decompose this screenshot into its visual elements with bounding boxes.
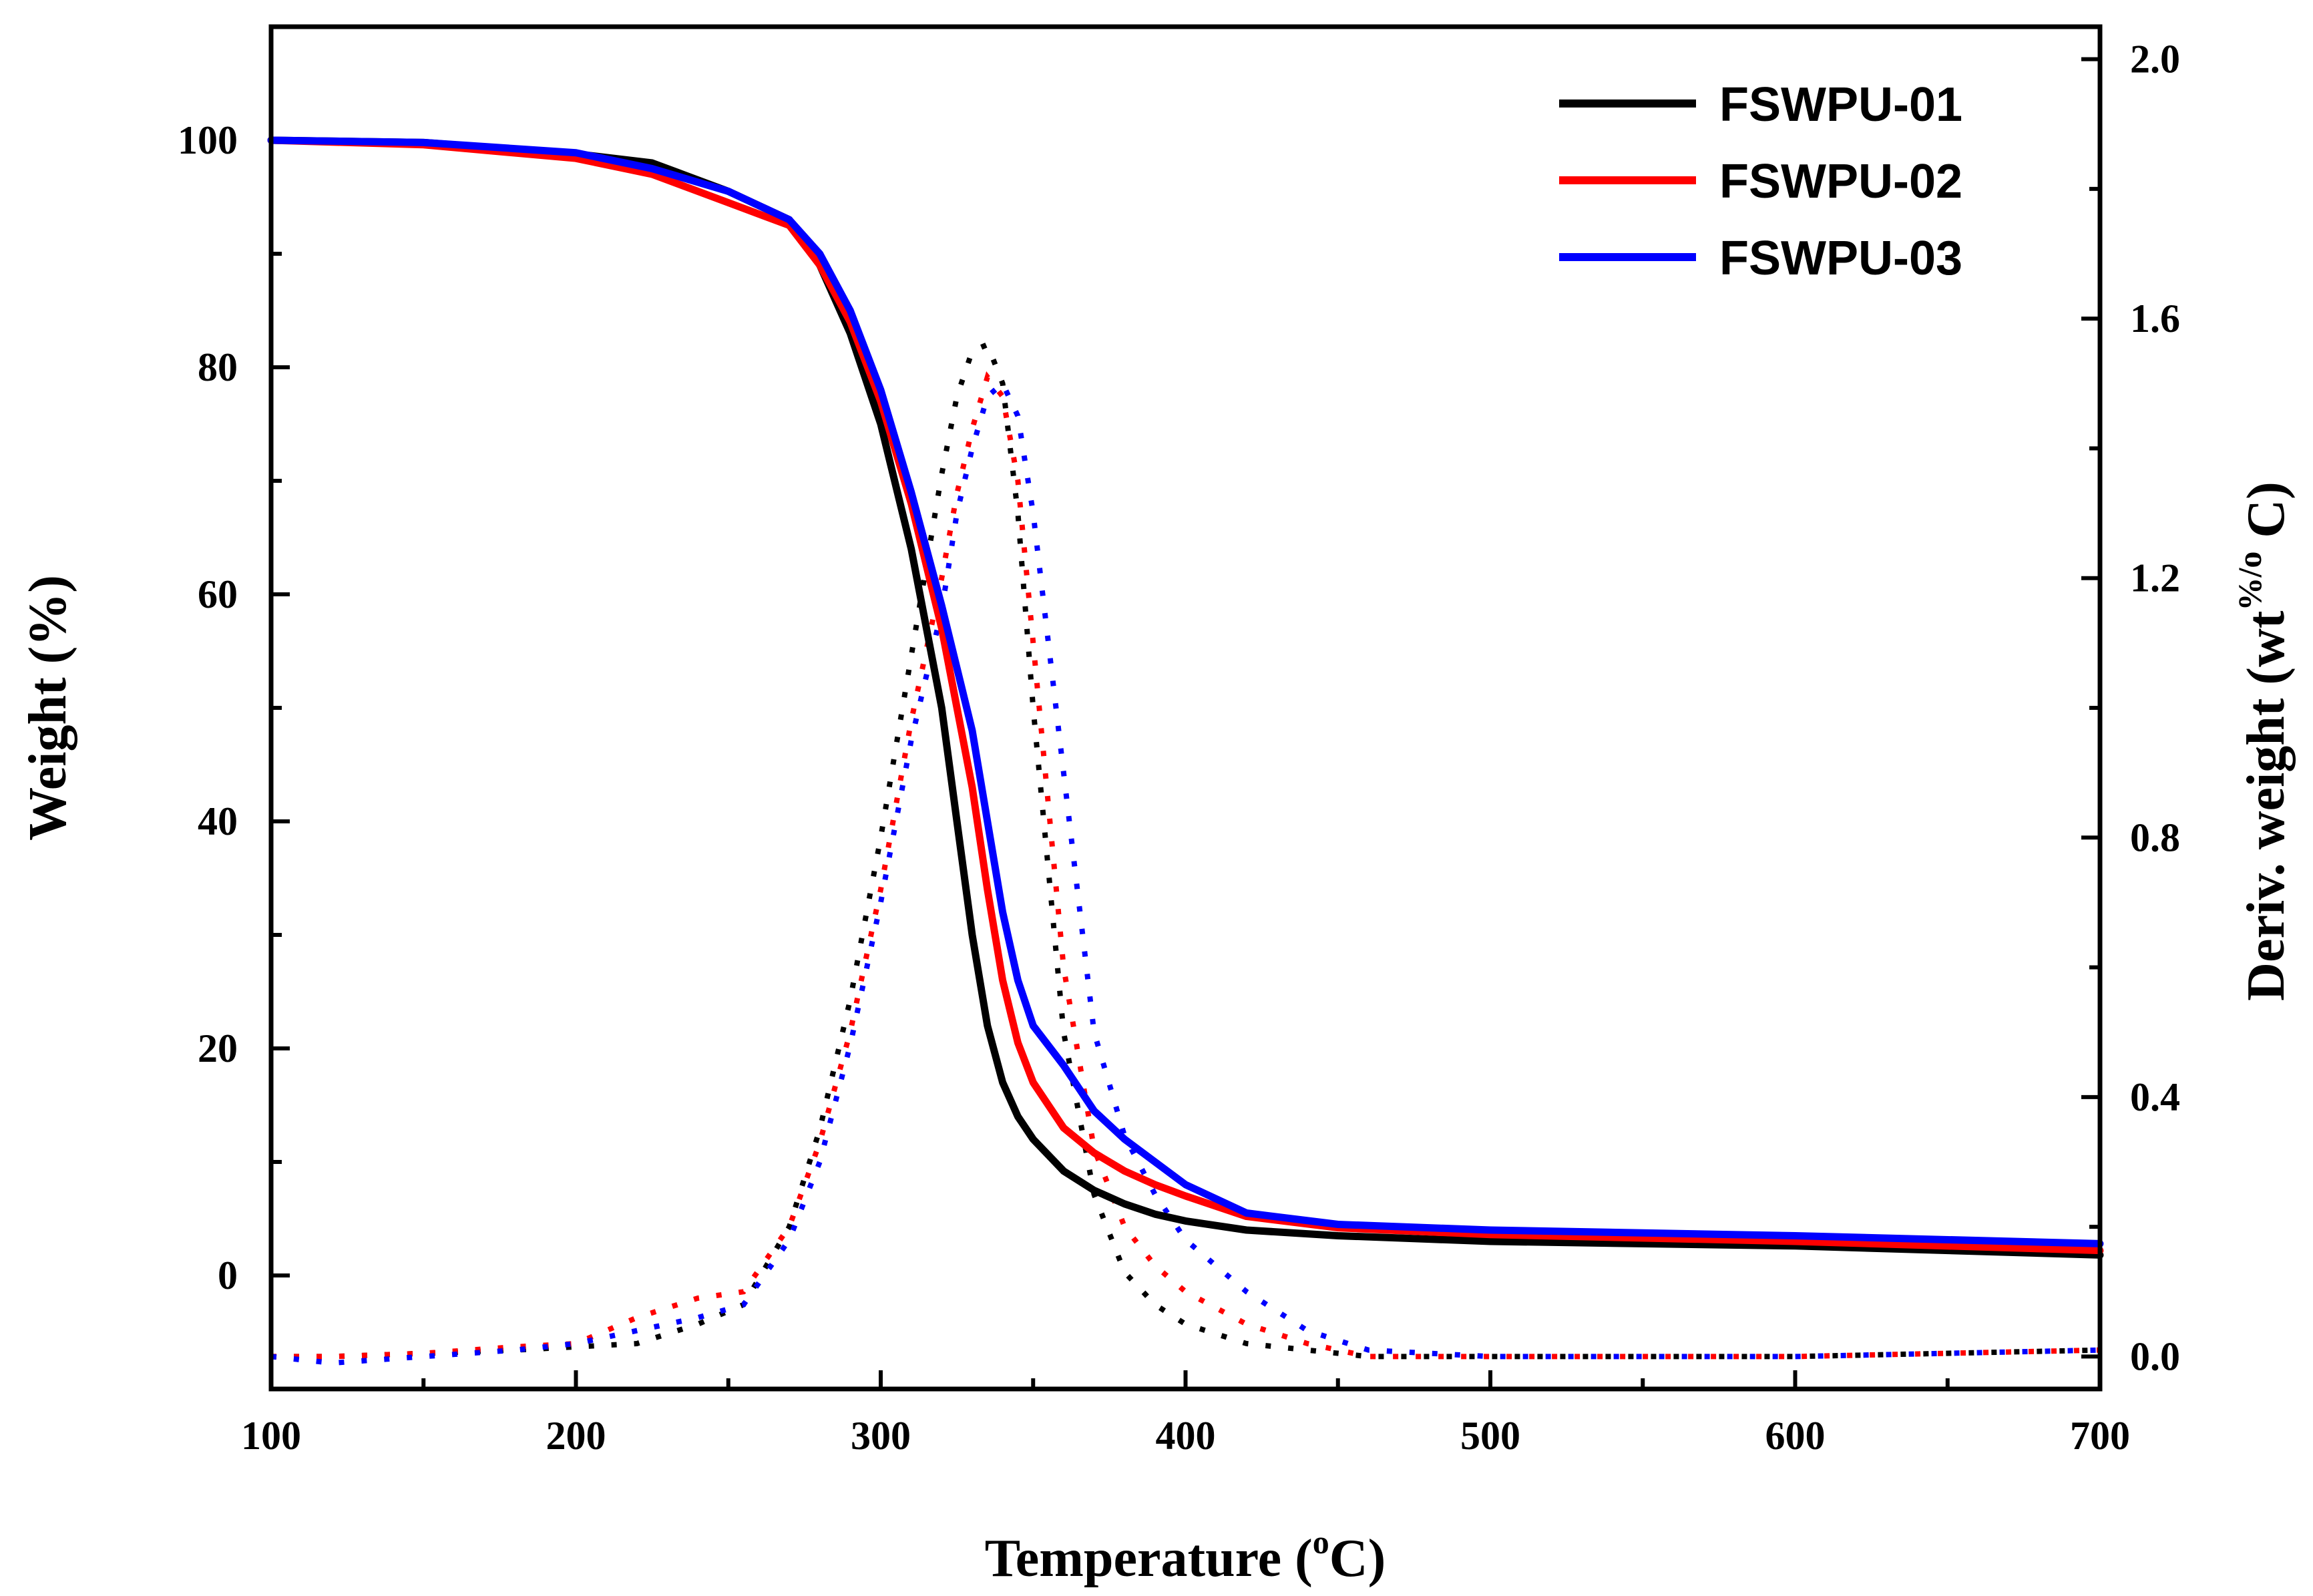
- x-tick-label: 600: [1765, 1414, 1826, 1458]
- y-right-tick-label: 2.0: [2130, 37, 2180, 81]
- x-tick-label: 700: [2070, 1414, 2130, 1458]
- legend: FSWPU-01 FSWPU-02 FSWPU-03: [1559, 78, 1962, 285]
- y-left-tick-label: 60: [198, 572, 238, 616]
- y-axis-title-left: Weight (%): [19, 575, 77, 841]
- weight-curve-fswpu-03: [267, 136, 2104, 1247]
- x-tick-label: 100: [241, 1414, 301, 1458]
- tick-labels: 100 200 300 400 500 600 700 0 20 40 60 80 100 0.0 0.4 0…: [178, 37, 2180, 1458]
- x-tick-label: 300: [851, 1414, 911, 1458]
- y-left-tick-label: 80: [198, 345, 238, 389]
- y-left-tick-label: 40: [198, 799, 238, 843]
- y-left-tick-label: 100: [178, 118, 238, 162]
- plot-frame: [268, 24, 2103, 1392]
- deriv-curve-fswpu-03: [270, 379, 2101, 1366]
- y-right-tick-label: 1.6: [2130, 296, 2180, 341]
- derivative-curves: [270, 341, 2101, 1366]
- y-axis-title-right: Deriv. weight (wt%/o C): [2214, 481, 2296, 1001]
- weight-curve-fswpu-02: [267, 136, 2104, 1255]
- legend-label: FSWPU-03: [1719, 232, 1962, 285]
- x-tick-label: 400: [1156, 1414, 1216, 1458]
- y-right-tick-label: 0.0: [2130, 1334, 2180, 1378]
- x-tick-label: 200: [546, 1414, 606, 1458]
- legend-label: FSWPU-02: [1719, 155, 1962, 208]
- weight-curves: [267, 136, 2104, 1259]
- y-right-tick-label: 1.2: [2130, 556, 2180, 600]
- legend-label: FSWPU-01: [1719, 78, 1962, 132]
- y-left-tick-label: 0: [218, 1253, 238, 1298]
- y-right-tick-label: 0.8: [2130, 815, 2180, 859]
- x-tick-label: 500: [1460, 1414, 1520, 1458]
- x-axis-title: Temperature (oC): [985, 1523, 1386, 1588]
- y-left-tick-label: 20: [198, 1026, 238, 1070]
- y-right-tick-label: 0.4: [2130, 1075, 2180, 1119]
